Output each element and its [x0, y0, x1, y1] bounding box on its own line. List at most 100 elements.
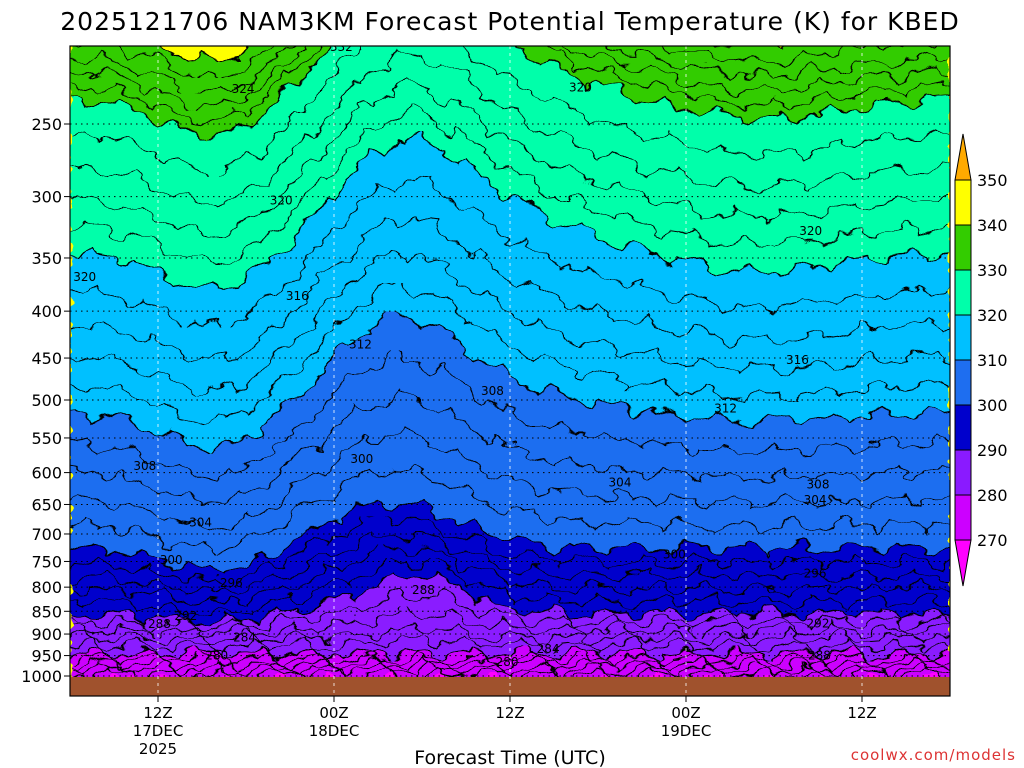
isentrope-330 — [70, 46, 950, 142]
contour-label: 304 — [609, 475, 632, 489]
x-tick-date: 19DEC — [661, 722, 712, 740]
isentropes — [70, 46, 950, 684]
colorbar: 270 280 290 300 310 320 330 340 350 — [954, 133, 1008, 587]
y-tick-label: 650 — [31, 495, 62, 514]
colorbar-low-arrow — [954, 539, 972, 587]
grid — [70, 46, 950, 696]
contour-label: 296 — [220, 576, 243, 590]
contour-label: 284 — [537, 642, 560, 656]
contour-label: 332 — [330, 40, 353, 54]
contour-label: 320 — [270, 194, 293, 208]
colorbar-label: 320 — [977, 306, 1008, 325]
temperature-bands — [70, 46, 950, 696]
isentrope-340 — [161, 46, 787, 63]
contour-label: 320 — [799, 224, 822, 238]
colorbar-segment — [954, 314, 972, 361]
y-tick-label: 350 — [31, 249, 62, 268]
colorbar-label: 290 — [977, 441, 1008, 460]
isentrope-328 — [70, 46, 950, 178]
contour-label: 288 — [412, 583, 435, 597]
x-tick-label: 00Z — [319, 704, 348, 722]
contour-label: 280 — [496, 655, 519, 669]
isentrope-334 — [70, 46, 950, 112]
contour-label: 288 — [808, 649, 831, 663]
isentrope-302 — [70, 462, 950, 556]
colorbar-segment — [954, 224, 972, 271]
y-tick-label: 850 — [31, 602, 62, 621]
y-tick-label: 300 — [31, 188, 62, 207]
colorbar-label: 310 — [977, 351, 1008, 370]
isentrope-296 — [70, 530, 950, 598]
terrain-strip — [70, 677, 950, 696]
colorbar-label: 350 — [977, 171, 1008, 190]
x-tick-year: 2025 — [139, 740, 177, 758]
isentrope-278 — [70, 650, 950, 668]
y-tick-label: 1000 — [21, 667, 62, 686]
contour-label: 304 — [804, 493, 827, 507]
isentrope-320 — [70, 130, 950, 292]
credit-text: coolwx.com/models — [851, 746, 1016, 764]
colorbar-label: 270 — [977, 531, 1008, 550]
isentrope-338 — [73, 46, 950, 79]
contour-label: 292 — [807, 616, 830, 630]
y-axis: 250 300 350 400 450 500 550 600 650 700 750 800 850 9… — [21, 115, 70, 686]
x-tick-label: 12Z — [495, 704, 524, 722]
isentrope-336 — [70, 46, 950, 95]
isentrope-318 — [70, 175, 950, 328]
contour-label: 300 — [663, 547, 686, 561]
y-tick-label: 450 — [31, 349, 62, 368]
y-tick-label: 600 — [31, 464, 62, 483]
y-tick-label: 550 — [31, 429, 62, 448]
colorbar-label: 300 — [977, 396, 1008, 415]
isentrope-326 — [70, 46, 950, 210]
contour-label: 320 — [569, 80, 592, 94]
colorbar-high-arrow — [954, 133, 972, 181]
y-tick-label: 700 — [31, 525, 62, 544]
contour-label: 312 — [714, 402, 737, 416]
x-axis-label: Forecast Time (UTC) — [414, 747, 605, 768]
terrain — [70, 677, 950, 696]
contour-label: 300 — [350, 452, 373, 466]
y-tick-label: 800 — [31, 578, 62, 597]
y-tick-label: 950 — [31, 647, 62, 666]
contour-label: 308 — [133, 459, 156, 473]
isentrope-332 — [70, 46, 950, 127]
contour-label: 292 — [174, 609, 197, 623]
isentrope-324 — [70, 75, 950, 239]
contour-label: 320 — [73, 270, 96, 284]
colorbar-segment — [954, 404, 972, 451]
contour-label: 304 — [189, 515, 212, 529]
isentrope-290 — [70, 569, 950, 627]
isentrope-310 — [70, 310, 950, 455]
chart-title: 2025121706 NAM3KM Forecast Potential Tem… — [60, 7, 959, 36]
contour-label: 316 — [286, 289, 309, 303]
x-tick-label: 12Z — [847, 704, 876, 722]
isentrope-286 — [70, 605, 950, 640]
contour-label: 300 — [160, 553, 183, 567]
contour-label: 324 — [232, 82, 255, 96]
y-tick-label: 900 — [31, 625, 62, 644]
x-tick-label: 00Z — [671, 704, 700, 722]
colorbar-segment — [954, 269, 972, 316]
y-tick-label: 400 — [31, 302, 62, 321]
contour-label: 308 — [807, 477, 830, 491]
colorbar-segment — [954, 359, 972, 406]
contour-label: 296 — [804, 566, 827, 580]
colorbar-label: 330 — [977, 261, 1008, 280]
y-tick-label: 750 — [31, 552, 62, 571]
isentrope-276 — [70, 655, 950, 673]
x-tick-date: 18DEC — [309, 722, 360, 740]
isentrope-292 — [70, 557, 950, 617]
contour-label: 308 — [481, 384, 504, 398]
contour-label: 288 — [148, 617, 171, 631]
y-tick-label: 500 — [31, 391, 62, 410]
x-tick-date: 17DEC — [133, 722, 184, 740]
contour-label: 284 — [233, 631, 256, 645]
contour-label: 312 — [349, 338, 372, 352]
contour-label: 316 — [786, 353, 809, 367]
colorbar-segment — [954, 449, 972, 496]
